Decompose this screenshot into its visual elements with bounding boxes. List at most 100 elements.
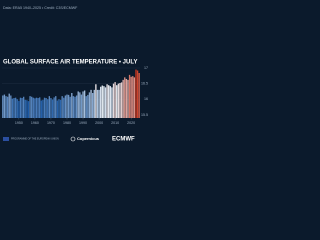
x-tick-label: 2000 [95, 121, 103, 125]
bar [133, 77, 136, 118]
chart-subtitle: Data: ERA5 1940–2025 • Credit: C3S/ECMWF [3, 6, 78, 10]
bar [82, 91, 84, 118]
bar [109, 86, 111, 118]
bar [19, 97, 22, 118]
copernicus-icon [70, 136, 76, 142]
bar [79, 92, 81, 118]
logo-text: Copernicus [77, 136, 100, 141]
bar [120, 82, 123, 118]
bar [80, 94, 83, 118]
y-tick-label: 15.5 [141, 113, 148, 117]
bar [14, 97, 17, 118]
bar [31, 96, 33, 118]
bar [136, 70, 139, 118]
bar [3, 94, 6, 118]
bar [13, 98, 15, 118]
bar [51, 99, 54, 118]
bar [103, 86, 105, 118]
x-tick-label: 1960 [31, 121, 39, 125]
bar [26, 100, 28, 118]
bar [119, 83, 121, 118]
eu-flag [3, 137, 9, 141]
y-tick-label: 16.5 [141, 82, 148, 86]
bar [122, 79, 124, 118]
bar [18, 100, 20, 118]
bar [130, 76, 132, 118]
bar [91, 93, 94, 118]
bar [11, 98, 14, 118]
bar [116, 85, 118, 118]
bar [27, 101, 30, 118]
bar [66, 94, 68, 118]
bar [2, 95, 4, 118]
bar [34, 98, 36, 118]
bar [42, 99, 44, 118]
bar [96, 89, 99, 118]
bar [8, 93, 10, 118]
bar [56, 100, 59, 118]
bar [39, 97, 41, 118]
bar [138, 73, 140, 118]
bar [75, 95, 78, 118]
chart: Data: ERA5 1940–2025 • Credit: C3S/ECMWF… [0, 0, 150, 150]
logo-text: PROGRAMME OF THE EUROPEAN UNION [11, 138, 59, 141]
bar [77, 91, 79, 118]
bar [93, 89, 95, 118]
y-tick-label: 17 [144, 66, 148, 70]
bar [16, 99, 18, 118]
bar [35, 97, 38, 118]
background [0, 0, 150, 150]
bar [37, 98, 39, 118]
bar [71, 93, 73, 118]
bar [114, 82, 116, 118]
bar [32, 97, 34, 118]
bar [59, 99, 62, 118]
x-tick-label: 1980 [63, 121, 71, 125]
bar [6, 96, 9, 118]
x-tick-label: 2020 [127, 121, 135, 125]
logo-text: ECMWF [112, 137, 135, 143]
bar [72, 96, 75, 118]
x-tick-label: 1990 [79, 121, 87, 125]
bar [128, 74, 131, 118]
bar [88, 92, 91, 118]
bar [132, 76, 134, 118]
bar [47, 99, 49, 118]
bar [24, 99, 26, 118]
bar [117, 83, 120, 118]
bar [124, 77, 126, 118]
bar [45, 98, 47, 118]
x-tick-label: 1970 [47, 121, 55, 125]
bar [127, 79, 129, 118]
bar [85, 96, 87, 118]
bar [10, 95, 12, 118]
bar [100, 86, 102, 118]
bar [101, 85, 103, 118]
bar [43, 97, 46, 118]
bar [112, 83, 115, 118]
bar [95, 84, 97, 118]
bar [106, 84, 108, 118]
bar [135, 69, 137, 118]
bar [104, 87, 107, 118]
chart-title: GLOBAL SURFACE AIR TEMPERATURE • JULY [3, 60, 137, 66]
y-tick-label: 16 [144, 97, 148, 101]
bar [53, 97, 55, 118]
bar [48, 96, 51, 118]
bar [5, 96, 7, 118]
bar [69, 96, 71, 118]
bar [50, 98, 52, 118]
bar [29, 96, 31, 118]
bar [58, 99, 60, 118]
bar [40, 100, 42, 118]
bar [98, 89, 100, 118]
bar [83, 90, 86, 118]
bar [64, 95, 67, 118]
bar [61, 96, 63, 118]
bar [111, 87, 113, 118]
bar [21, 98, 23, 118]
bar [87, 94, 89, 118]
bar [125, 78, 128, 118]
bar [74, 96, 76, 118]
bar [90, 89, 92, 118]
